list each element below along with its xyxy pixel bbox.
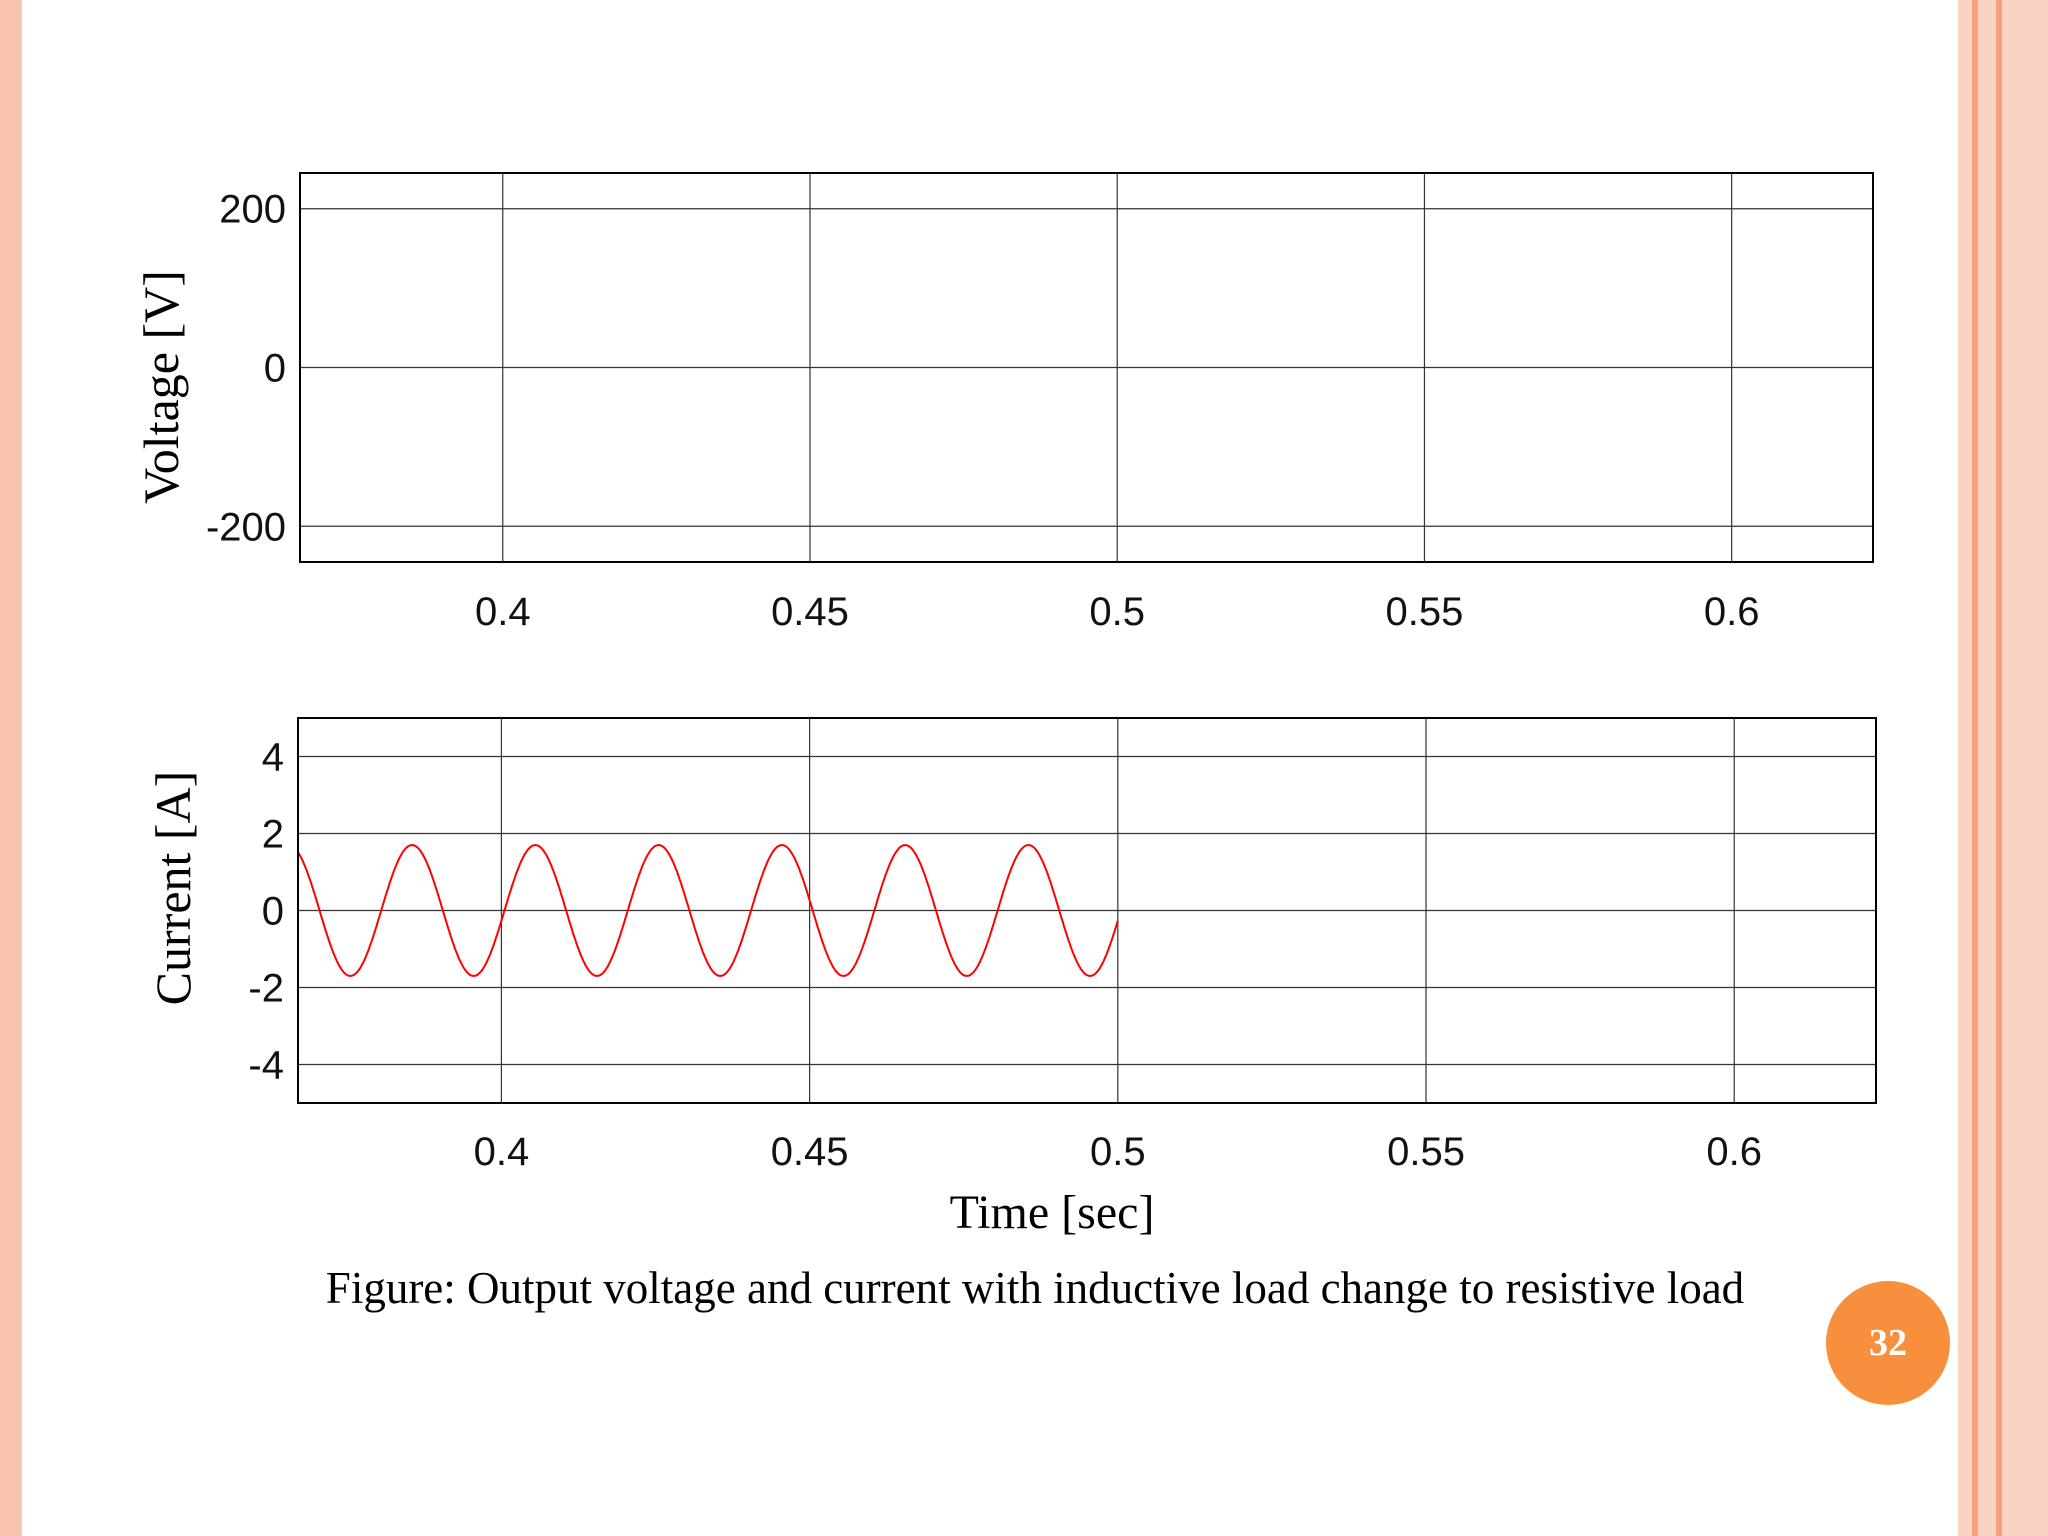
x-tick-label: 0.55: [1387, 1130, 1465, 1174]
slide-border-right-stripe: [1996, 0, 2002, 1536]
series-group: [298, 844, 1119, 977]
y-tick-label: 2: [262, 813, 284, 857]
x-axis-label: Time [sec]: [950, 1186, 1155, 1239]
plot-frame: [299, 172, 1874, 563]
x-tick-label: 0.45: [771, 590, 849, 634]
y-tick-label: -4: [248, 1044, 284, 1088]
y-axis-label: Current [A]: [145, 771, 201, 1006]
y-tick-label: 4: [262, 736, 284, 780]
slide-border-right: [1958, 0, 1972, 1536]
x-tick-label: 0.6: [1706, 1130, 1762, 1174]
y-tick-label: -2: [248, 967, 284, 1011]
plot-frame: [297, 717, 1877, 1104]
series-line: [298, 844, 1119, 977]
slide-border-right: [2002, 0, 2048, 1536]
x-tick-label: 0.5: [1090, 1130, 1146, 1174]
y-tick-label: 0: [262, 890, 284, 934]
page-number-badge: 32: [1826, 1281, 1950, 1405]
figure-caption: Figure: Output voltage and current with …: [325, 1263, 1745, 1313]
x-tick-label: 0.45: [771, 1130, 849, 1174]
x-tick-label: 0.4: [474, 1130, 530, 1174]
y-tick-label: 0: [264, 347, 286, 391]
slide-border-left: [0, 0, 22, 1536]
current-chart: 4 2 0 -2 -4 0.4 0.45 0.5 0.55 0.6 Current [A] Time …: [145, 717, 1877, 1239]
slide-border-right: [1978, 0, 1996, 1536]
slide-border-right-stripe: [1972, 0, 1978, 1536]
y-axis-label: Voltage [V]: [133, 270, 189, 504]
y-tick-label: 200: [219, 188, 286, 232]
x-tick-label: 0.4: [475, 590, 531, 634]
x-tick-label: 0.55: [1386, 590, 1464, 634]
x-tick-label: 0.5: [1089, 590, 1145, 634]
x-tick-label: 0.6: [1704, 590, 1760, 634]
y-tick-label: -200: [206, 505, 286, 549]
voltage-chart: 200 0 -200 0.4 0.45 0.5 0.55 0.6 Voltage [V]: [133, 172, 1874, 634]
